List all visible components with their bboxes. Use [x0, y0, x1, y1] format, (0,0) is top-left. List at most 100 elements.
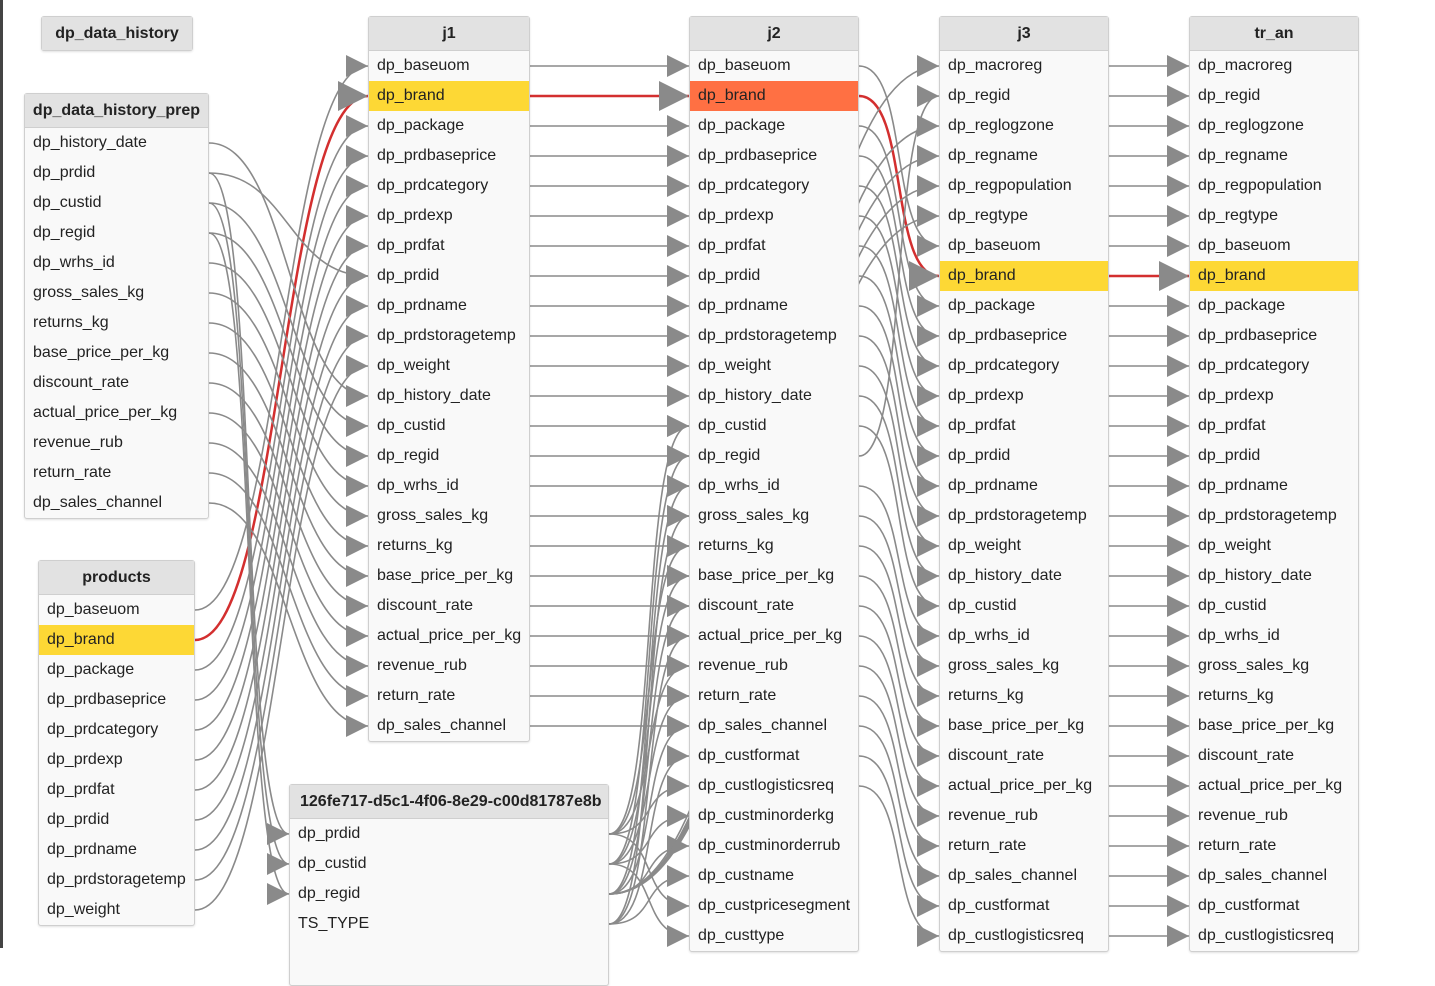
field-row[interactable]: dp_prdname [377, 297, 467, 314]
field-row[interactable]: dp_custid [33, 194, 102, 211]
field-row[interactable]: dp_brand [1190, 261, 1358, 291]
field-row[interactable]: base_price_per_kg [698, 567, 835, 584]
field-row[interactable]: dp_prdid [377, 267, 440, 284]
field-row[interactable]: dp_history_date [33, 134, 147, 151]
field-row[interactable]: dp_wrhs_id [948, 627, 1030, 644]
field-row[interactable]: discount_rate [948, 747, 1045, 764]
field-row[interactable]: dp_prdid [47, 811, 110, 828]
field-row[interactable]: returns_kg [948, 687, 1024, 704]
field-row[interactable]: return_rate [698, 687, 777, 704]
field-row[interactable]: revenue_rub [33, 434, 123, 451]
field-row[interactable]: actual_price_per_kg [377, 627, 522, 644]
field-row[interactable]: dp_prdcategory [1198, 357, 1310, 374]
field-row[interactable]: dp_sales_channel [698, 717, 827, 734]
field-row[interactable]: actual_price_per_kg [948, 777, 1093, 794]
field-row[interactable]: dp_prdname [948, 477, 1038, 494]
field-row[interactable]: dp_prdcategory [47, 721, 159, 738]
field-row[interactable]: dp_prdfat [1198, 417, 1266, 434]
node-title[interactable]: products [39, 561, 194, 595]
field-row[interactable]: discount_rate [1198, 747, 1295, 764]
field-row[interactable]: dp_package [698, 117, 786, 134]
node-title[interactable]: dp_data_history [42, 17, 192, 50]
node-title[interactable]: j3 [940, 17, 1108, 51]
field-row[interactable]: dp_prdname [1198, 477, 1288, 494]
field-row[interactable]: dp_regid [377, 447, 440, 464]
field-row[interactable]: dp_prdstoragetemp [47, 871, 186, 888]
field-row[interactable]: dp_custid [948, 597, 1017, 614]
field-row[interactable]: base_price_per_kg [948, 717, 1085, 734]
field-row[interactable]: dp_regpopulation [1198, 177, 1322, 194]
field-row[interactable]: dp_baseuom [47, 601, 140, 618]
field-row[interactable]: dp_regtype [948, 207, 1029, 224]
field-row[interactable]: dp_prdfat [47, 781, 115, 798]
field-row[interactable]: dp_custname [698, 867, 795, 884]
field-row[interactable]: dp_prdexp [698, 207, 774, 224]
field-row[interactable]: dp_custid [298, 855, 367, 872]
field-row[interactable]: dp_prdid [33, 164, 96, 181]
field-row[interactable]: dp_history_date [377, 387, 491, 404]
field-row[interactable]: dp_custformat [698, 747, 800, 764]
field-row[interactable]: dp_custlogisticsreq [948, 927, 1085, 944]
node-j2[interactable]: j2 dp_baseuom dp_brand dp_package dp_prdbas… [689, 16, 859, 952]
field-row[interactable]: dp_custtype [698, 927, 785, 944]
field-row[interactable]: dp_prdcategory [948, 357, 1060, 374]
field-row[interactable]: dp_prdexp [47, 751, 123, 768]
field-row[interactable]: dp_package [948, 297, 1036, 314]
field-row[interactable]: dp_baseuom [948, 237, 1041, 254]
field-row[interactable]: dp_weight [698, 357, 771, 374]
node-dp-data-history-prep[interactable]: dp_data_history_prep dp_history_date dp_p… [24, 93, 209, 519]
field-row[interactable]: dp_weight [47, 901, 120, 918]
field-row[interactable]: dp_prdexp [377, 207, 453, 224]
node-title[interactable]: j2 [690, 17, 858, 51]
field-row[interactable]: dp_sales_channel [377, 717, 506, 734]
field-row[interactable]: discount_rate [377, 597, 474, 614]
field-row[interactable]: dp_wrhs_id [698, 477, 780, 494]
field-row[interactable]: return_rate [377, 687, 456, 704]
field-row[interactable]: dp_custminorderrub [698, 837, 841, 854]
field-row[interactable]: discount_rate [33, 374, 130, 391]
field-row[interactable]: revenue_rub [1198, 807, 1288, 824]
field-row[interactable]: revenue_rub [698, 657, 788, 674]
field-row[interactable]: dp_sales_channel [33, 494, 162, 511]
node-j3[interactable]: j3 dp_macroreg dp_regid dp_reglogzone dp_re… [939, 16, 1109, 952]
field-row[interactable]: dp_macroreg [948, 57, 1043, 74]
field-row[interactable]: gross_sales_kg [948, 657, 1060, 674]
field-row[interactable]: dp_custid [377, 417, 446, 434]
field-row[interactable]: dp_baseuom [1198, 237, 1291, 254]
field-row[interactable]: dp_custformat [948, 897, 1050, 914]
field-row[interactable]: dp_prdid [948, 447, 1011, 464]
field-row[interactable]: dp_regid [33, 224, 96, 241]
field-row[interactable]: dp_prdname [47, 841, 137, 858]
field-row[interactable]: dp_wrhs_id [377, 477, 459, 494]
field-row[interactable]: TS_TYPE [298, 915, 370, 932]
field-row[interactable]: base_price_per_kg [33, 344, 170, 361]
node-title[interactable]: 126fe717-d5c1-4f06-8e29-c00d81787e8b [290, 785, 608, 819]
field-row[interactable]: dp_prdcategory [698, 177, 810, 194]
field-row[interactable]: dp_regtype [1198, 207, 1279, 224]
field-row[interactable]: dp_wrhs_id [33, 254, 115, 271]
field-row[interactable]: dp_package [377, 117, 465, 134]
field-row[interactable]: dp_regid [948, 87, 1011, 104]
field-row[interactable]: dp_reglogzone [1198, 117, 1304, 134]
field-row[interactable]: dp_package [47, 661, 135, 678]
field-row[interactable]: dp_prdfat [698, 237, 766, 254]
field-row[interactable]: dp_prdfat [948, 417, 1016, 434]
field-row[interactable]: dp_history_date [948, 567, 1062, 584]
node-dp-data-history[interactable]: dp_data_history [41, 16, 193, 51]
field-row[interactable]: dp_custid [698, 417, 767, 434]
field-row[interactable]: actual_price_per_kg [1198, 777, 1343, 794]
field-row[interactable]: gross_sales_kg [1198, 657, 1310, 674]
field-row[interactable]: dp_prdexp [1198, 387, 1274, 404]
field-row[interactable]: dp_prdbaseprice [47, 691, 167, 708]
field-row[interactable]: dp_brand [39, 625, 194, 655]
field-row[interactable]: dp_weight [377, 357, 450, 374]
field-row[interactable]: return_rate [33, 464, 112, 481]
field-row[interactable]: dp_prdstoragetemp [1198, 507, 1337, 524]
field-row[interactable]: dp_prdcategory [377, 177, 489, 194]
field-row[interactable]: dp_weight [948, 537, 1021, 554]
field-row[interactable]: dp_prdstoragetemp [377, 327, 516, 344]
field-row[interactable]: base_price_per_kg [1198, 717, 1335, 734]
field-row[interactable]: returns_kg [1198, 687, 1274, 704]
field-row[interactable]: dp_regpopulation [948, 177, 1072, 194]
field-row[interactable]: dp_reglogzone [948, 117, 1054, 134]
